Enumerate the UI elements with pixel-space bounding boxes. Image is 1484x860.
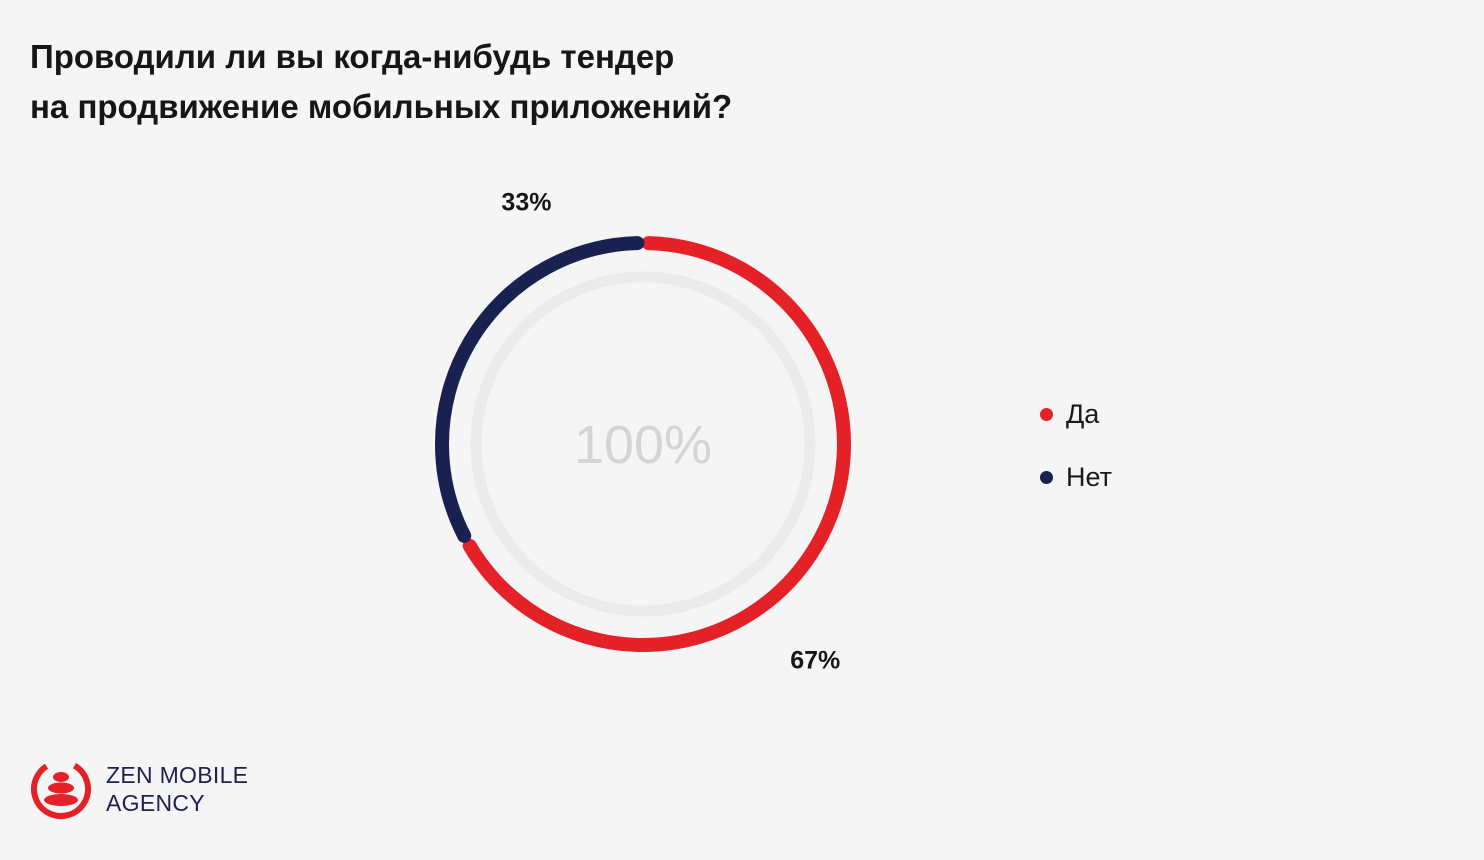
legend-label: Нет — [1066, 461, 1112, 492]
data-labels: 67% 33% — [501, 188, 840, 674]
logo-line-1: ZEN MOBILE — [106, 762, 249, 788]
data-label-2: 33% — [501, 188, 551, 216]
legend-dot-icon — [1040, 470, 1053, 484]
legend-dot-icon — [1040, 407, 1053, 421]
chart-title-line-2: на продвижение мобильных приложений? — [30, 88, 733, 125]
zen-logo-icon — [31, 759, 91, 819]
chart-title: Проводили ли вы когда-нибудь тендер на п… — [30, 32, 1030, 132]
donut-slice-1 — [462, 236, 851, 652]
legend-item-1: Да — [1040, 392, 1112, 436]
logo-line-2: AGENCY — [106, 790, 205, 816]
donut-slice-2 — [435, 236, 645, 543]
brand-logo: ZEN MOBILE AGENCY — [26, 754, 248, 824]
legend-label: Да — [1066, 398, 1100, 429]
logo-wordmark: ZEN MOBILE AGENCY — [106, 761, 248, 817]
inner-ring — [470, 271, 816, 617]
center-total-label: 100% — [574, 415, 712, 475]
chart-title-line-1: Проводили ли вы когда-нибудь тендер — [30, 38, 675, 75]
legend-item-2: Нет — [1040, 455, 1112, 499]
data-label-1: 67% — [790, 646, 840, 674]
chart-legend: Да Нет — [1040, 392, 1112, 518]
donut-slices — [435, 236, 851, 652]
